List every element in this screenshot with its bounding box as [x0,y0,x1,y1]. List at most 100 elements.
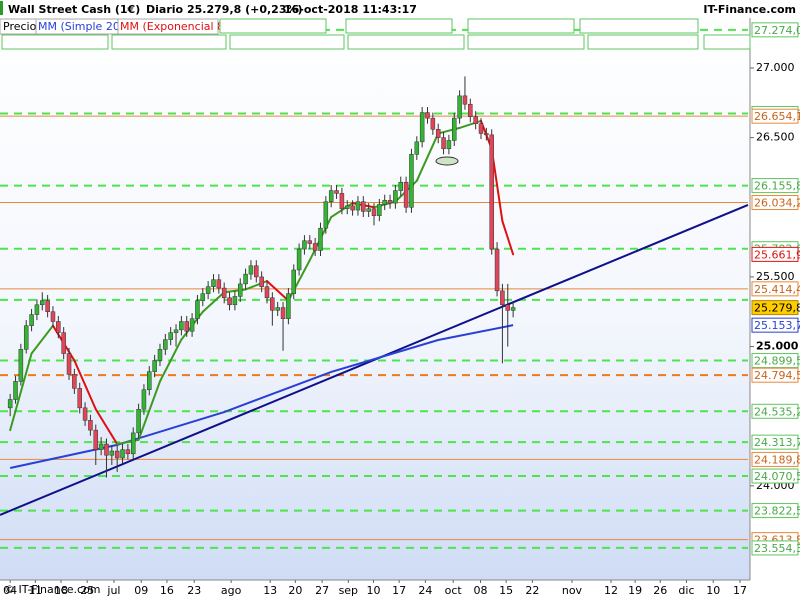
candle-body [77,388,82,409]
candle-body [13,381,18,400]
candle-body [409,154,414,208]
x-tick-label: nov [562,584,583,597]
x-tick-label: 20 [288,584,302,597]
level-label-box [751,178,799,194]
level-label: 24.794,5 [754,369,800,382]
axis-panel [750,0,800,600]
x-tick-label: 23 [187,584,201,597]
price: 25.279,8 (+0,23%) [187,3,303,16]
level-label-box [751,403,799,419]
level-label-box [751,317,799,333]
level-label: 24.070,5 [754,470,800,483]
candle-body [173,329,179,333]
candle-body [243,273,248,285]
x-axis-panel [0,580,750,600]
candle-body [45,300,50,312]
level-label-box [751,540,799,556]
candle-body [7,399,13,409]
level-label: 25.279,8 [754,302,800,315]
period: Diario [146,3,184,16]
candle-body [23,325,29,350]
candle-body [18,349,24,382]
ema-segment [501,220,515,256]
level-label: 26.034,2 [754,197,800,210]
candle-body [425,112,430,119]
x-tick-label: 16 [160,584,174,597]
ema-segment [9,352,33,432]
candle-body [184,321,189,332]
candle-body [259,276,264,287]
candle-body [435,129,441,138]
candle-body [473,116,478,124]
candle-body [163,339,168,350]
candle-body [221,287,227,299]
candle-body [382,200,387,205]
candle-body [334,190,339,194]
candle-body [275,307,280,311]
candle-body [34,304,40,315]
footer: © IT-Finance.com [4,583,101,596]
candle-body [227,297,232,306]
candle-body [291,269,296,294]
candle-body [40,300,45,306]
candle-body [104,443,109,456]
x-tick-label: 27 [315,584,329,597]
level-label: 26.155,8 [754,180,800,193]
candle-body [361,201,366,212]
x-tick-label: 26 [653,584,667,597]
candle-body [136,408,141,434]
candle-body [50,311,56,322]
ema-segment [158,338,183,383]
level-label-box [751,367,799,383]
x-tick-label: 17 [392,584,406,597]
level-label-box [751,503,799,519]
level-label-box [751,434,799,450]
level-label: 24.313,7 [754,436,800,449]
x-tick-label: 17 [733,584,747,597]
header-icon [0,1,3,15]
candle-body [205,286,211,294]
candle-body [237,283,243,297]
ema-segment [201,291,226,313]
x-tick-label: 25 [80,584,94,597]
x-tick-label: 18 [54,584,68,597]
candle-body [152,360,157,372]
x-tick-label: ago [221,584,242,597]
candle-body [61,332,66,354]
candle-body [414,141,420,155]
candle-body [98,443,104,450]
candle-body [366,208,371,212]
candle-body [302,240,307,250]
level-label: 27.274,0 [754,24,800,37]
y-tick-label: 26.500 [756,131,795,144]
candle-body [312,243,318,251]
candle-body [88,420,93,431]
candle-body [66,353,72,375]
candle-body [232,296,238,306]
ema-segment [415,132,440,182]
x-tick-label: 08 [473,584,487,597]
candle-body [216,279,222,289]
candle-body [430,117,436,130]
level-label-box [751,108,799,124]
ema-segment [94,408,119,446]
candle-body [147,371,152,390]
candle-body [371,208,377,216]
candle-body [82,407,88,421]
candle-body [168,332,173,340]
candle-body [248,265,254,275]
level-label: 25.661,9 [754,248,800,261]
candle-body [189,318,195,332]
x-tick-label: 10 [706,584,720,597]
candle-body [93,429,99,450]
level-label: 25.153,7 [754,319,800,332]
candle-body [280,307,286,319]
x-tick-label: 09 [134,584,148,597]
candle-body [350,205,355,211]
candle-body [114,450,120,459]
candle-body [179,321,184,331]
candle-body [195,300,200,319]
candle-body [489,134,494,250]
